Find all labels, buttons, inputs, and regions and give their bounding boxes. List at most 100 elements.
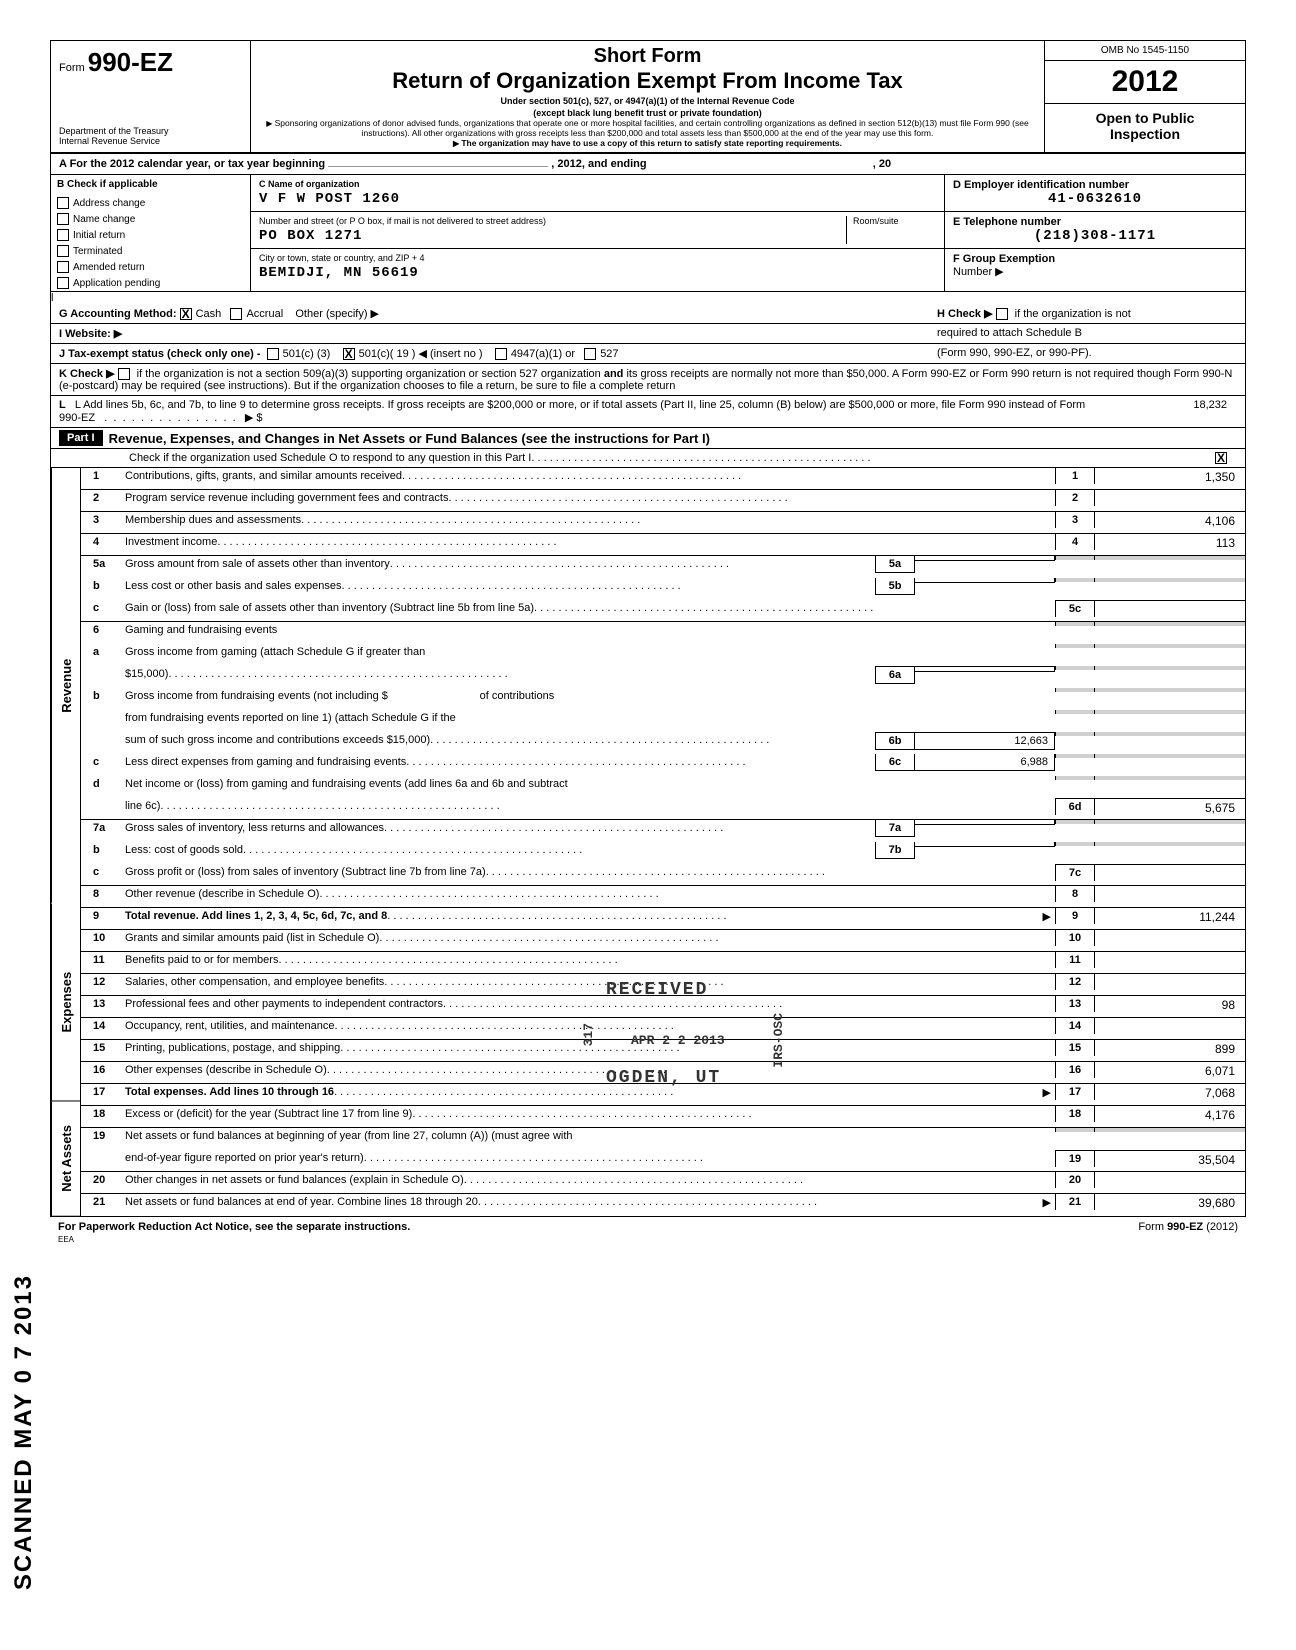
checkbox-k[interactable] (118, 368, 130, 380)
line-l-arrow: ▶ $ (245, 412, 263, 424)
ln6a-rbox2 (1055, 666, 1095, 670)
checkbox-amended[interactable] (57, 261, 69, 273)
ln16-num: 16 (81, 1062, 121, 1078)
header-center: Short Form Return of Organization Exempt… (251, 41, 1045, 152)
ln6c-mval: 6,988 (915, 754, 1055, 771)
ln5a-num: 5a (81, 556, 121, 572)
ln19-val: 35,504 (1095, 1150, 1245, 1169)
ln7a-text: Gross sales of inventory, less returns a… (125, 822, 384, 834)
omb-number: OMB No 1545-1150 (1045, 41, 1245, 61)
ln6c-rbox (1055, 754, 1095, 758)
label-initial-return: Initial return (73, 230, 125, 241)
ln5a-text: Gross amount from sale of assets other t… (125, 558, 390, 570)
ln7a-num: 7a (81, 820, 121, 836)
checkbox-name-change[interactable] (57, 213, 69, 225)
line-j: J Tax-exempt status (check only one) - 5… (51, 344, 1245, 364)
ln13-box: 13 (1055, 996, 1095, 1012)
ln17-box: 17 (1055, 1084, 1095, 1100)
ln6b-mval: 12,663 (915, 732, 1055, 750)
org-name-label: C Name of organization (259, 179, 936, 189)
title-main: Return of Organization Exempt From Incom… (261, 68, 1034, 94)
checkbox-schedule-o[interactable] (1215, 452, 1227, 464)
checkbox-527[interactable] (584, 348, 596, 360)
subtitle-except: (except black lung benefit trust or priv… (261, 108, 1034, 118)
line-l-value: 18,232 (1087, 399, 1237, 424)
city-value: BEMIDJI, MN 56619 (259, 265, 936, 281)
stamp-scanned: SCANNED MAY 0 7 2013 (10, 1274, 38, 1590)
ln10-box: 10 (1055, 930, 1095, 946)
checkbox-initial-return[interactable] (57, 229, 69, 241)
part-1-check: Check if the organization used Schedule … (51, 449, 1245, 468)
label-cash: Cash (196, 308, 222, 320)
schedule-b-text: required to attach Schedule B (937, 327, 1237, 340)
checkbox-accrual[interactable] (230, 308, 242, 320)
accounting-label: G Accounting Method: (59, 308, 177, 320)
ln5b-text: Less cost or other basis and sales expen… (125, 580, 341, 592)
ln6b-rbox2 (1055, 710, 1095, 714)
ln17-num: 17 (81, 1084, 121, 1100)
phone-label: E Telephone number (953, 216, 1237, 228)
ln6b-text3: from fundraising events reported on line… (121, 710, 875, 726)
ln5b-rbox (1055, 578, 1095, 582)
ln20-num: 20 (81, 1172, 121, 1188)
section-a-pre: A For the 2012 calendar year, or tax yea… (59, 158, 325, 170)
ln10-text: Grants and similar amounts paid (list in… (125, 932, 379, 944)
ln8-num: 8 (81, 886, 121, 902)
form-990ez: Form 990-EZ Department of the Treasury I… (50, 40, 1246, 1217)
ln21-text: Net assets or fund balances at end of ye… (125, 1196, 478, 1209)
ln6-rval (1095, 622, 1245, 626)
ln8-box: 8 (1055, 886, 1095, 902)
part-1-header: Part I Revenue, Expenses, and Changes in… (51, 428, 1245, 449)
ln6d-rbox (1055, 776, 1095, 780)
ln7b-rval (1095, 842, 1245, 846)
ln1-text: Contributions, gifts, grants, and simila… (125, 470, 402, 482)
label-4947: 4947(a)(1) or (511, 348, 575, 360)
ln15-box: 15 (1055, 1040, 1095, 1056)
title-short-form: Short Form (261, 45, 1034, 68)
ln2-text: Program service revenue including govern… (125, 492, 448, 504)
ein-label: D Employer identification number (953, 179, 1237, 191)
checkbox-h[interactable] (996, 308, 1008, 320)
ln6-rbox (1055, 622, 1095, 626)
subtitle-copy: The organization may have to use a copy … (261, 138, 1034, 148)
section-c: C Name of organization V F W POST 1260 N… (251, 175, 945, 291)
ln5a-mbox: 5a (875, 556, 915, 573)
ln6b-text2: of contributions (480, 690, 555, 702)
ln6b-mbox: 6b (875, 732, 915, 750)
ln9-val: 11,244 (1095, 908, 1245, 926)
ln6b-rval2 (1095, 710, 1245, 714)
tax-exempt-label: J Tax-exempt status (check only one) - (59, 348, 261, 360)
ln7a-mbox: 7a (875, 820, 915, 837)
label-name-change: Name change (73, 214, 135, 225)
ln6d-num: d (81, 776, 121, 792)
ln5c-val (1095, 600, 1245, 605)
checkbox-terminated[interactable] (57, 245, 69, 257)
form-footer: For Paperwork Reduction Act Notice, see … (50, 1217, 1246, 1249)
ln3-val: 4,106 (1095, 512, 1245, 530)
netassets-side-label: Net Assets (51, 1102, 81, 1217)
ln15-val: 899 (1095, 1040, 1245, 1058)
line-g-h: G Accounting Method: Cash Accrual Other … (51, 304, 1245, 324)
ln13-text: Professional fees and other payments to … (125, 998, 443, 1010)
stamp-received: RECEIVED (606, 980, 708, 1000)
ln3-num: 3 (81, 512, 121, 528)
ln6b-rval (1095, 688, 1245, 692)
checkbox-cash[interactable] (180, 308, 192, 320)
label-other-method: Other (specify) ▶ (295, 308, 379, 320)
ln7b-text: Less: cost of goods sold (125, 844, 243, 856)
form-990-text: (Form 990, 990-EZ, or 990-PF). (937, 347, 1237, 360)
ln2-val (1095, 490, 1245, 494)
ln4-num: 4 (81, 534, 121, 550)
checkbox-address-change[interactable] (57, 197, 69, 209)
org-info-block: B Check if applicable Address change Nam… (51, 175, 1245, 292)
ln7a-mval (915, 820, 1055, 825)
checkbox-501c3[interactable] (267, 348, 279, 360)
checkbox-501c19[interactable] (343, 348, 355, 360)
ein-value: 41-0632610 (953, 191, 1237, 207)
part-1-title: Revenue, Expenses, and Changes in Net As… (109, 431, 710, 446)
checkbox-4947[interactable] (495, 348, 507, 360)
checkbox-app-pending[interactable] (57, 277, 69, 289)
h-check-label: H Check ▶ (937, 308, 993, 320)
ln7c-num: c (81, 864, 121, 880)
ln20-box: 20 (1055, 1172, 1095, 1188)
